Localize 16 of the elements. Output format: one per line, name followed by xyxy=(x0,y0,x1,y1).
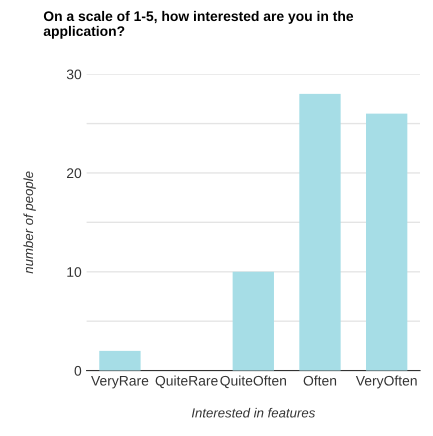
x-tick-label: VeryRare xyxy=(91,376,148,388)
y-tick-label: 20 xyxy=(66,168,82,178)
y-tick-label: 30 xyxy=(66,69,82,80)
chart-title: On a scale of 1-5, how interested are you in the application? xyxy=(44,10,354,39)
y-tick-label: 0 xyxy=(74,366,82,376)
bar xyxy=(366,114,408,371)
bar xyxy=(99,350,141,371)
x-tick-label: Often xyxy=(304,375,336,386)
x-tick-label: QuiteOften xyxy=(220,375,286,388)
bar xyxy=(232,272,274,371)
x-axis-title: Interested in features xyxy=(192,408,316,418)
bar xyxy=(299,94,341,371)
y-axis-title: number of people xyxy=(23,171,36,274)
y-tick-label: 10 xyxy=(67,267,82,277)
x-tick-label: VeryOften xyxy=(356,375,417,388)
x-tick-label: QuiteRare xyxy=(156,375,218,388)
